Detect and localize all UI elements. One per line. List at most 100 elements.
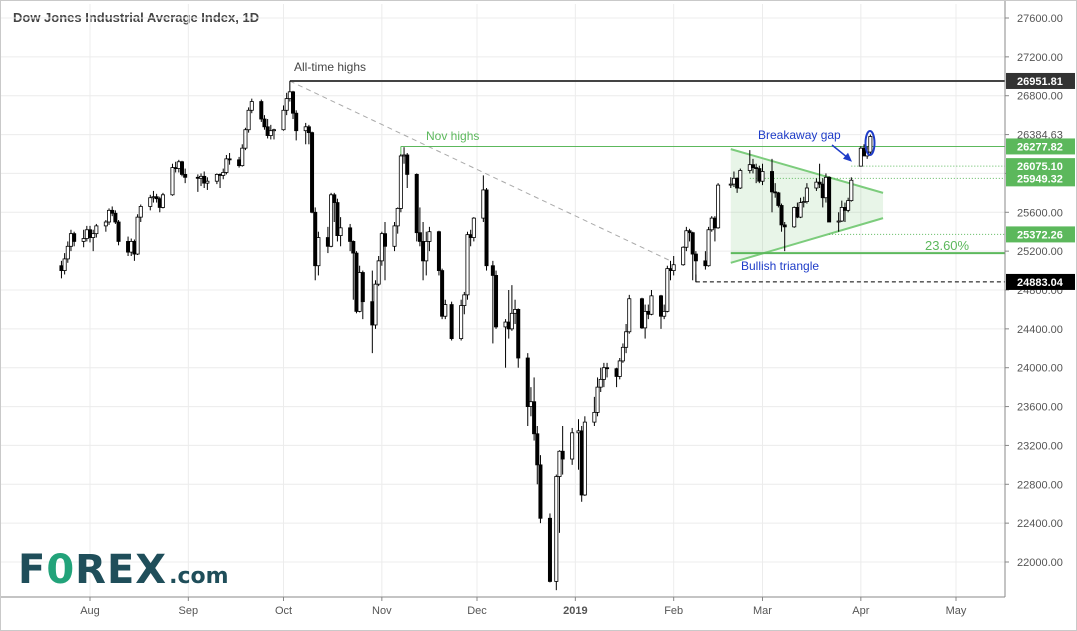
candle-body-up <box>557 450 562 477</box>
y-tick-label: 24400.00 <box>1017 324 1063 336</box>
candle-body-down <box>417 232 422 242</box>
logo-text-zero: 0 <box>46 547 76 593</box>
candle-body-up <box>462 294 467 306</box>
candle <box>202 171 207 188</box>
candle-body-up <box>103 221 108 227</box>
candle-body-up <box>503 321 508 328</box>
candle-body-down <box>817 181 822 185</box>
candle <box>373 280 378 329</box>
candle-body-down <box>262 118 267 128</box>
candle <box>836 212 841 232</box>
candle-body-up <box>395 207 400 227</box>
candle-body-up <box>839 207 844 222</box>
price-label-text: 26277.82 <box>1017 141 1063 153</box>
logo-text-dotcom: .com <box>169 564 229 589</box>
candle <box>303 122 308 145</box>
candle-body-down <box>126 241 131 253</box>
candle-body-up <box>424 241 429 262</box>
candle-body-down <box>436 231 441 271</box>
candle-body-down <box>827 176 832 223</box>
candle-body-up <box>620 346 625 362</box>
candle-body-up <box>303 126 308 132</box>
candle <box>392 222 397 252</box>
candle <box>427 226 432 252</box>
candle-body-up <box>554 476 559 582</box>
candle-body-down <box>535 433 540 466</box>
candle-body-down <box>179 161 184 175</box>
candle-body-down <box>658 295 663 317</box>
candle-body-down <box>351 241 356 254</box>
candle-body-up <box>402 154 407 157</box>
candle-body-down <box>490 265 495 276</box>
candle-body-up <box>249 101 254 111</box>
candle <box>110 206 115 217</box>
candle <box>624 324 629 354</box>
x-tick-label: Oct <box>275 605 292 617</box>
candle-body-up <box>176 161 181 169</box>
candle-body-down <box>560 450 565 460</box>
triangle-fill <box>730 149 884 263</box>
logo-text-rex: REX <box>75 547 168 593</box>
candle <box>538 455 543 524</box>
candle <box>88 225 93 243</box>
candle-body-down <box>506 321 511 330</box>
candle <box>668 260 673 281</box>
candle-body-down <box>614 368 619 377</box>
candle-body-down <box>291 91 296 114</box>
candle-body-up <box>148 197 153 207</box>
candle <box>94 223 99 238</box>
candle-body-up <box>624 331 629 348</box>
candle-body-up <box>662 310 667 317</box>
candle <box>160 192 165 209</box>
candle-body-down <box>157 198 162 208</box>
candle <box>798 197 803 219</box>
candle <box>712 216 717 242</box>
candle <box>271 128 276 140</box>
y-tick-label: 23200.00 <box>1017 440 1063 452</box>
candle <box>671 256 676 276</box>
candle <box>849 177 854 202</box>
candle-body-down <box>237 159 242 167</box>
candle <box>770 158 775 213</box>
candle <box>513 299 518 324</box>
candle <box>310 131 315 214</box>
candle <box>414 173 419 242</box>
y-tick-label: 26800.00 <box>1017 91 1063 103</box>
candle <box>179 160 184 177</box>
candle <box>129 238 134 256</box>
candle <box>481 175 486 222</box>
x-tick-label: Aug <box>80 605 100 617</box>
candle <box>662 304 667 320</box>
candle <box>246 107 251 133</box>
candle <box>643 304 648 339</box>
candle-body-down <box>259 101 264 120</box>
candle-body-down <box>59 265 64 271</box>
candle <box>690 231 695 281</box>
candle-body-up <box>747 164 752 171</box>
candle <box>535 426 540 485</box>
candle-body-down <box>795 207 800 218</box>
candle-body-up <box>81 238 86 242</box>
candle <box>582 416 587 496</box>
candle-body-down <box>687 230 692 234</box>
candle-body-down <box>88 229 93 238</box>
grid-layer <box>1 4 1005 597</box>
candle <box>532 377 537 441</box>
candle-body-down <box>776 192 781 206</box>
price-label-box <box>1006 72 1075 89</box>
annotation-breakaway-gap: Breakaway gap <box>758 128 841 142</box>
candle <box>91 229 96 252</box>
candle <box>665 265 670 313</box>
candle-body-down <box>754 167 759 170</box>
candle-body-up <box>151 196 156 199</box>
candle <box>81 229 86 248</box>
candle-body-down <box>770 171 775 193</box>
candle <box>68 229 73 252</box>
candle-body-up <box>671 264 676 271</box>
candle-body-up <box>94 225 99 235</box>
candle <box>348 223 353 252</box>
candle <box>170 163 175 196</box>
candle <box>598 367 603 392</box>
candle-body-up <box>329 194 334 247</box>
candle-body-down <box>532 401 537 435</box>
